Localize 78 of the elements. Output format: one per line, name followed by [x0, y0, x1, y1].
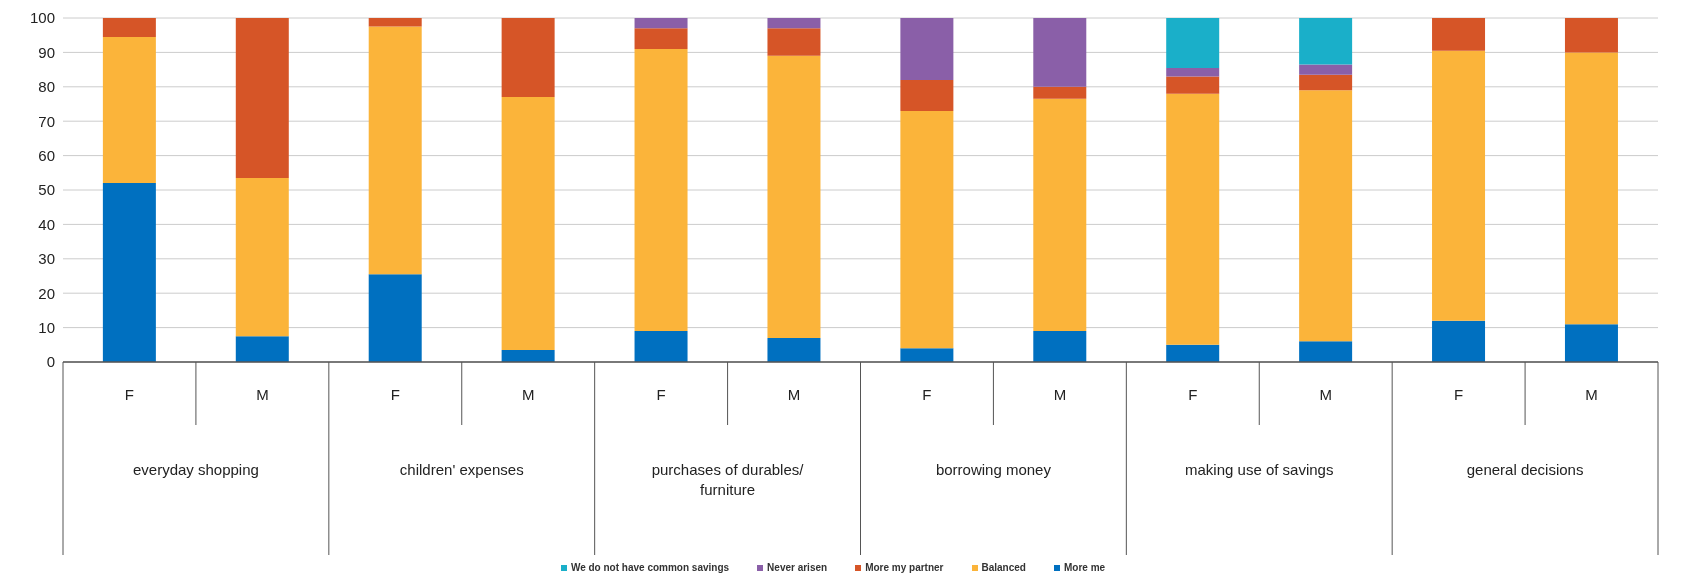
- bar: [1564, 18, 1618, 53]
- text: making use of savings: [1185, 461, 1334, 478]
- bar: [634, 331, 688, 362]
- bar: [1033, 331, 1087, 362]
- x-tick-label: F: [124, 386, 135, 403]
- bar: [1432, 50, 1486, 321]
- x-tick-label: M: [1585, 386, 1598, 403]
- bar: [900, 348, 954, 362]
- bar: [1432, 18, 1486, 51]
- bar: [1564, 52, 1618, 325]
- legend-label: More me: [1062, 562, 1106, 573]
- y-tick-label: 30: [38, 250, 55, 268]
- legend-label: Balanced: [980, 562, 1026, 573]
- bar: [102, 36, 156, 184]
- x-tick-label: M: [1053, 386, 1067, 403]
- x-tick-label: F: [656, 386, 666, 403]
- x-tick-label: F: [1454, 386, 1464, 403]
- x-tick-label: M: [521, 386, 535, 403]
- bar: [767, 55, 821, 338]
- bar: [1033, 86, 1087, 99]
- text: borrowing money: [935, 461, 1052, 478]
- x-tick-label: F: [1188, 386, 1198, 403]
- bar: [900, 18, 954, 80]
- bar: [235, 177, 289, 337]
- y-tick-label: 100: [29, 9, 55, 27]
- bar: [1166, 76, 1220, 94]
- bar: [1299, 90, 1353, 342]
- bar: [1299, 341, 1353, 362]
- bar: [767, 337, 821, 362]
- bar: [368, 26, 422, 275]
- bar: [1033, 98, 1087, 332]
- bar: [634, 48, 688, 332]
- bar: [501, 97, 555, 350]
- bar: [368, 274, 422, 362]
- legend-label: We do not have common savings: [569, 562, 730, 573]
- y-tick-label: 0: [46, 353, 55, 371]
- text: children' expenses: [399, 461, 524, 478]
- bar: [767, 18, 821, 29]
- bar: [634, 18, 688, 29]
- bar: [368, 18, 422, 27]
- bar: [1299, 18, 1353, 65]
- y-tick-label: 80: [38, 78, 55, 96]
- bar: [767, 28, 821, 56]
- bar: [235, 336, 289, 362]
- bar: [1299, 74, 1353, 91]
- bar: [1166, 18, 1220, 68]
- bar: [501, 349, 555, 362]
- bar: [1564, 324, 1618, 362]
- text: purchases of durables/ furniture: [651, 461, 805, 498]
- y-tick-label: 70: [38, 112, 55, 130]
- bar: [501, 18, 555, 98]
- x-tick-label: M: [787, 386, 801, 403]
- x-tick-label: F: [390, 386, 400, 403]
- bar: [1166, 93, 1220, 345]
- y-tick-label: 10: [38, 318, 55, 336]
- y-tick-label: 20: [38, 284, 55, 302]
- x-tick-label: M: [256, 386, 269, 403]
- bar: [235, 18, 289, 178]
- bar: [634, 28, 688, 49]
- y-tick-label: 50: [38, 181, 55, 199]
- x-tick-label: M: [1319, 386, 1332, 403]
- bar: [1432, 320, 1486, 362]
- y-tick-label: 60: [38, 146, 55, 164]
- bar: [1299, 64, 1353, 75]
- text: general decisions: [1466, 461, 1584, 478]
- text: everyday shopping: [132, 461, 259, 478]
- legend-label: Never arisen: [766, 562, 828, 573]
- x-tick-label: F: [922, 386, 932, 403]
- y-tick-label: 90: [38, 43, 55, 61]
- bar: [900, 110, 954, 349]
- bar: [1166, 344, 1220, 362]
- bar: [102, 18, 156, 37]
- legend-label: More my partner: [864, 562, 944, 573]
- y-tick-label: 40: [38, 215, 55, 233]
- bar: [102, 183, 156, 362]
- bar: [1166, 67, 1220, 77]
- bar: [1033, 18, 1087, 87]
- bar: [900, 79, 954, 111]
